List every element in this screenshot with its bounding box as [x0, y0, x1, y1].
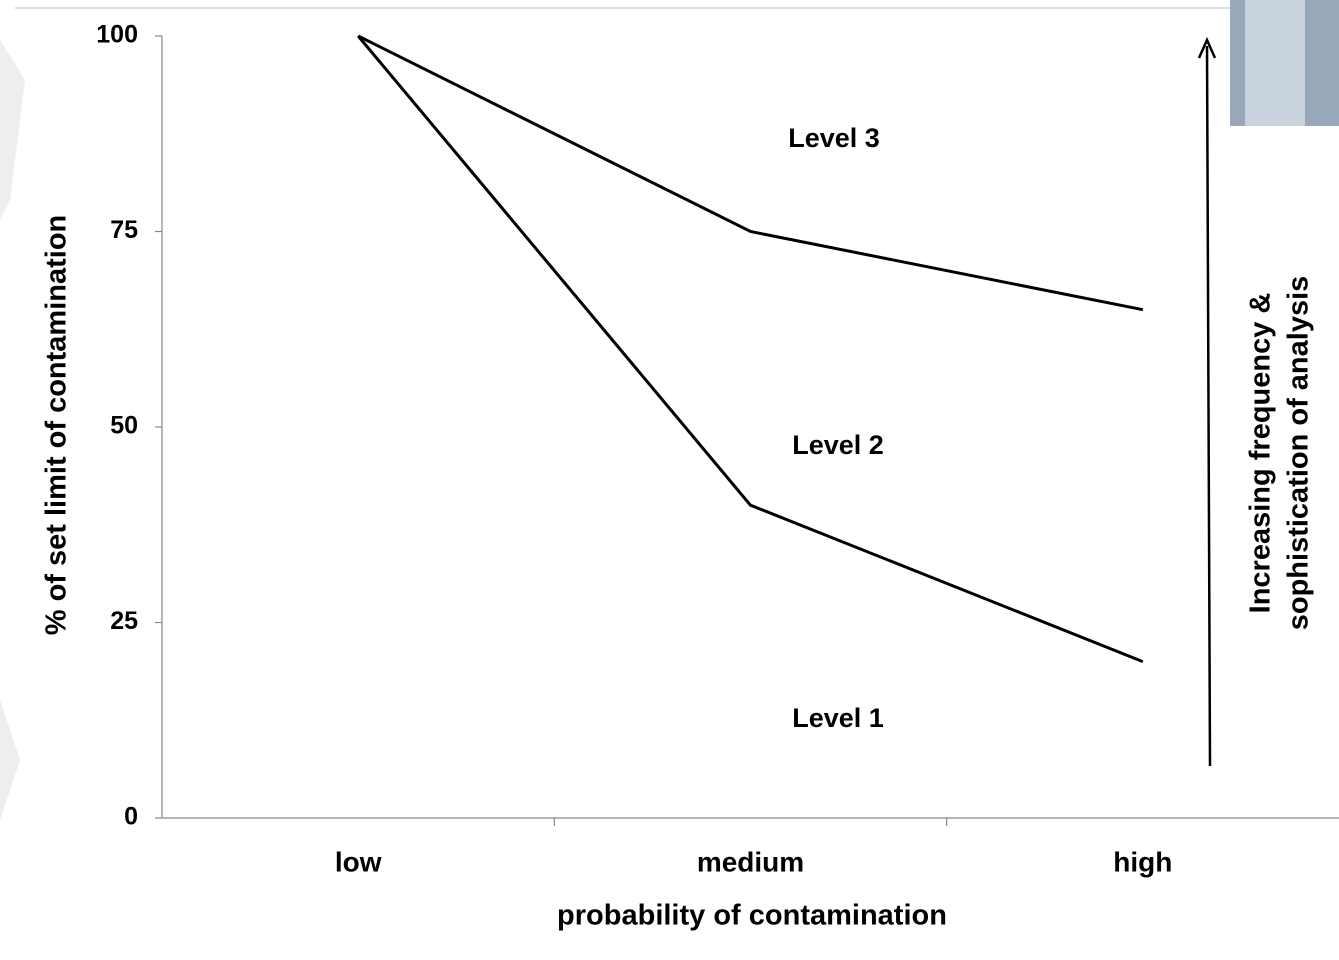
- annotation: Level 3: [788, 123, 880, 153]
- y-tick-label: 25: [110, 607, 138, 635]
- annotation: Increasing frequency &: [1245, 293, 1277, 614]
- y-tick-label: 50: [110, 412, 138, 440]
- y-axis-label: % of set limit of contamination: [41, 215, 73, 636]
- y-tick-label: 75: [110, 216, 138, 244]
- annotation: Level 1: [792, 703, 884, 733]
- annotation: sophistication of analysis: [1283, 276, 1315, 631]
- x-tick-label: high: [1113, 846, 1172, 877]
- y-tick-label: 100: [96, 21, 138, 49]
- background-shape: [0, 700, 20, 820]
- annotation: Level 2: [792, 430, 884, 460]
- line: [357, 35, 1144, 663]
- arrow-head: [1197, 36, 1217, 59]
- background-photo: [1245, 0, 1305, 126]
- x-tick-label: medium: [697, 846, 804, 877]
- x-tick-label: low: [335, 846, 382, 877]
- y-tick-label: 0: [124, 803, 138, 831]
- line: [357, 34, 1144, 312]
- background-shape: [0, 40, 25, 220]
- arrow: [1205, 45, 1212, 767]
- x-axis-label: probability of contamination: [557, 900, 947, 932]
